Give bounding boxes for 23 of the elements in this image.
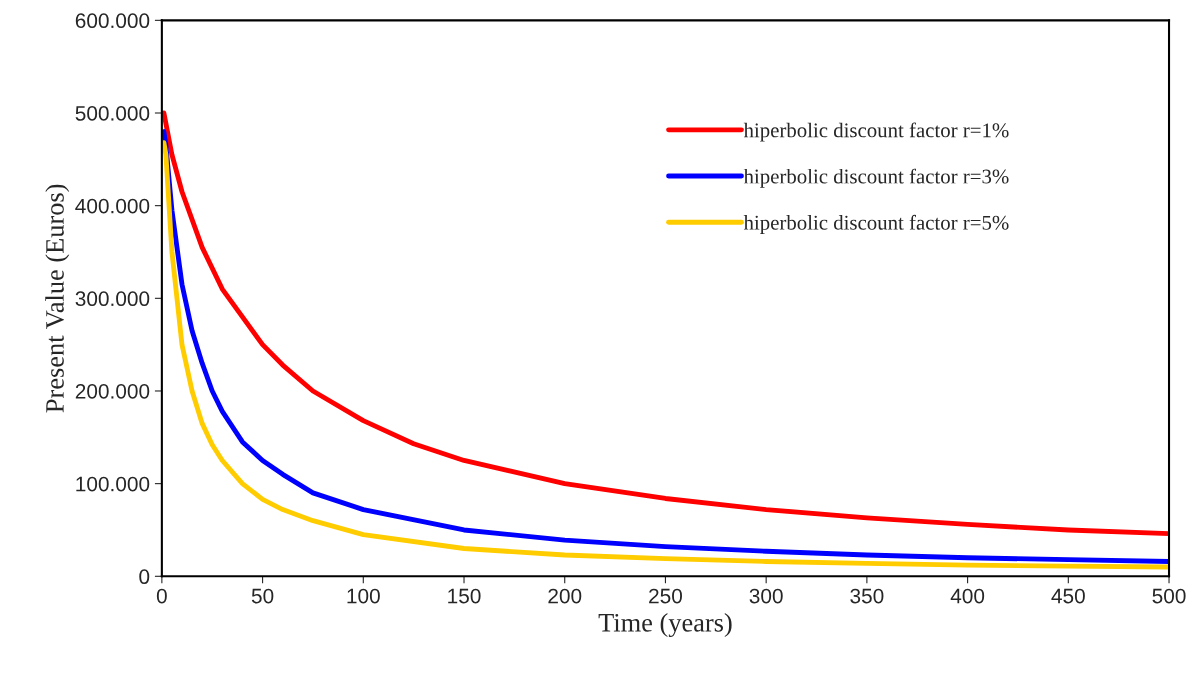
x-tick-label: 100: [347, 588, 380, 604]
x-tick-label: 350: [850, 588, 884, 604]
x-axis-title: Time (years): [598, 613, 732, 638]
y-axis-title: Present Value (Euros): [45, 184, 70, 413]
y-tick-label: 200.000: [75, 383, 150, 399]
legend-label: hiperbolic discount factor r=5%: [743, 214, 1009, 234]
y-tick-label: 0: [139, 569, 150, 585]
y-tick-label: 400.000: [75, 198, 150, 214]
y-tick-label: 100.000: [76, 476, 150, 492]
x-tick-label: 450: [1051, 588, 1085, 604]
x-tick-label: 0: [156, 588, 167, 604]
legend-label: hiperbolic discount factor r=3%: [743, 168, 1009, 188]
x-tick-label: 400: [950, 588, 985, 604]
x-tick-label: 50: [251, 588, 274, 604]
x-tick-label: 300: [749, 588, 783, 604]
x-tick-label: 150: [448, 588, 481, 604]
y-tick-label: 600.000: [75, 13, 150, 29]
x-tick-label: 200: [548, 588, 582, 604]
x-tick-label: 250: [649, 588, 683, 604]
legend-label: hiperbolic discount factor r=1%: [743, 122, 1009, 142]
x-tick-label: 500: [1152, 588, 1186, 604]
y-tick-label: 500.000: [75, 106, 150, 121]
y-tick-label: 300.000: [75, 291, 150, 307]
